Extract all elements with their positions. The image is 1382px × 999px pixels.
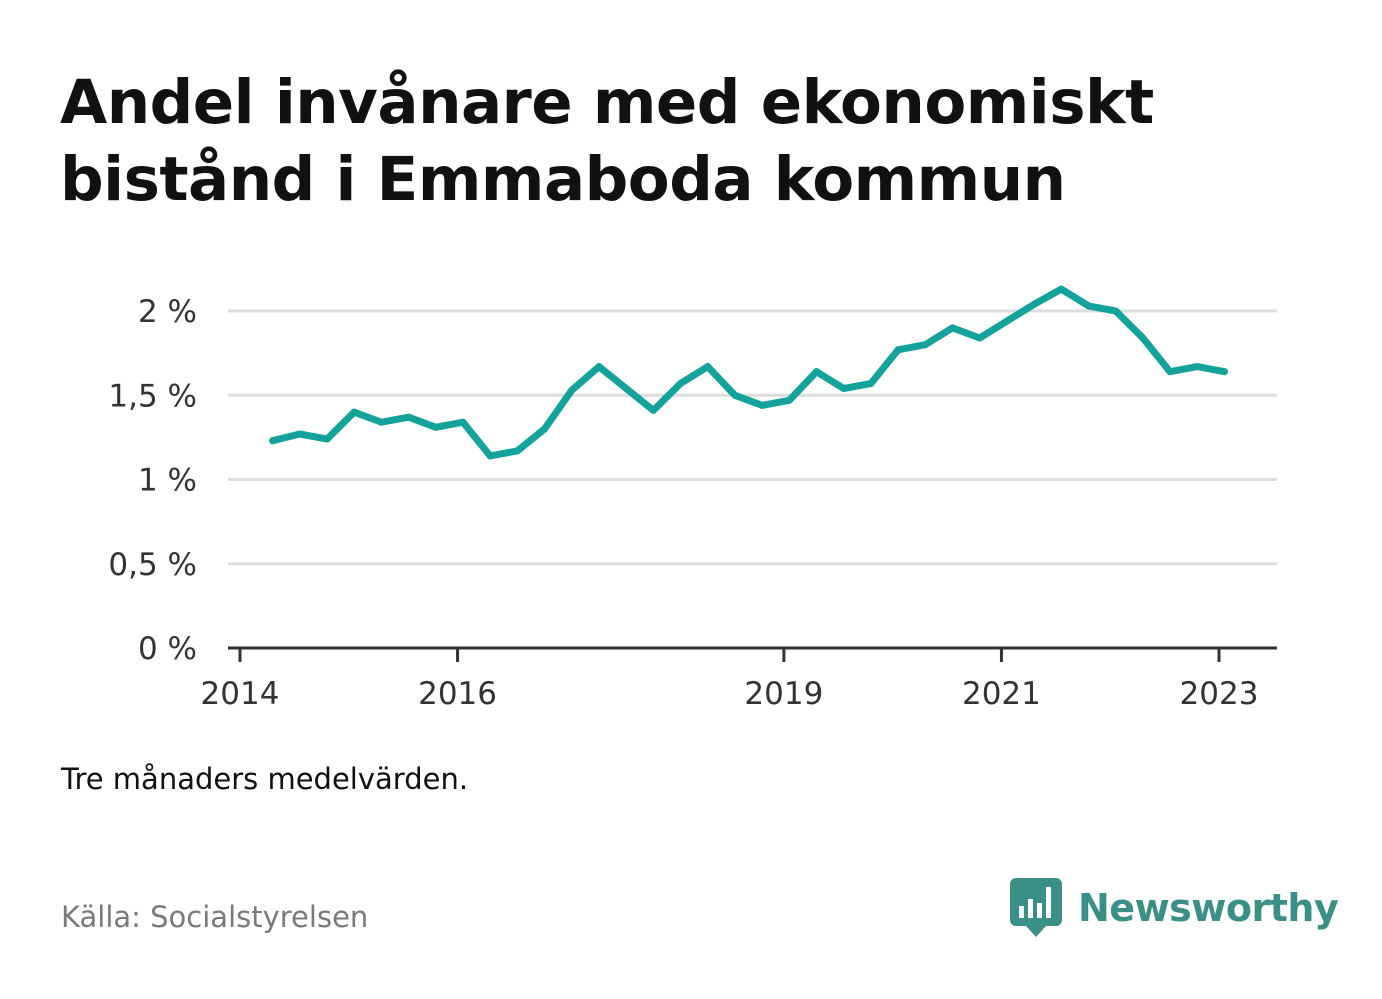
- data-point: [1166, 368, 1174, 376]
- data-point: [269, 437, 277, 445]
- data-point: [405, 413, 413, 421]
- data-point: [677, 379, 685, 387]
- data-point: [350, 408, 358, 416]
- data-point: [323, 435, 331, 443]
- data-point: [758, 401, 766, 409]
- data-point: [513, 447, 521, 455]
- data-point: [1084, 302, 1092, 310]
- y-axis-labels: 0 % 0,5 % 1 % 1,5 % 2 %: [108, 294, 197, 667]
- series-line: [269, 285, 1228, 460]
- data-point: [622, 385, 630, 393]
- data-point: [867, 379, 875, 387]
- y-tick-label: 1 %: [138, 463, 197, 499]
- data-point: [731, 391, 739, 399]
- x-tick-label: 2021: [962, 676, 1041, 712]
- x-tick-label: 2019: [744, 676, 823, 712]
- data-point: [921, 341, 929, 349]
- x-tick-label: 2023: [1180, 676, 1259, 712]
- data-point: [459, 418, 467, 426]
- data-point: [785, 396, 793, 404]
- data-point: [595, 363, 603, 371]
- y-tick-label: 1,5 %: [108, 378, 197, 414]
- chart-title: Andel invånare med ekonomiskt bistånd i …: [60, 67, 1154, 215]
- data-point: [377, 418, 385, 426]
- data-point: [1220, 368, 1228, 376]
- data-point: [1112, 307, 1120, 315]
- data-point: [1003, 317, 1011, 325]
- data-point: [813, 368, 821, 376]
- data-point: [432, 423, 440, 431]
- data-point: [1139, 334, 1147, 342]
- data-point: [948, 324, 956, 332]
- data-point: [840, 385, 848, 393]
- x-tick-label: 2016: [418, 676, 497, 712]
- bar-chart-speech-bubble-icon: [1010, 878, 1062, 937]
- line-chart: 0 % 0,5 % 1 % 1,5 % 2 % 2014 2016 2019 2021 2023: [108, 285, 1277, 712]
- brand-name: Newsworthy: [1078, 886, 1339, 930]
- chart-note: Tre månaders medelvärden.: [61, 762, 469, 796]
- data-point: [649, 406, 657, 414]
- y-tick-label: 0,5 %: [108, 547, 197, 583]
- data-point: [1193, 363, 1201, 371]
- data-point: [976, 334, 984, 342]
- brand-logo: Newsworthy: [1010, 878, 1339, 938]
- data-point: [894, 346, 902, 354]
- data-point: [486, 452, 494, 460]
- data-point: [1057, 285, 1065, 293]
- y-tick-label: 2 %: [138, 294, 197, 330]
- data-point: [568, 386, 576, 394]
- x-axis-labels: 2014 2016 2019 2021 2023: [201, 676, 1259, 712]
- data-point: [1030, 300, 1038, 308]
- x-tick-label: 2014: [201, 676, 280, 712]
- source-credit: Källa: Socialstyrelsen: [61, 900, 369, 934]
- data-point: [296, 430, 304, 438]
- data-point: [704, 363, 712, 371]
- data-points: [269, 285, 1228, 460]
- x-axis-ticks: [238, 648, 1221, 662]
- y-tick-label: 0 %: [138, 631, 197, 667]
- grid-lines: [228, 309, 1277, 566]
- data-point: [541, 425, 549, 433]
